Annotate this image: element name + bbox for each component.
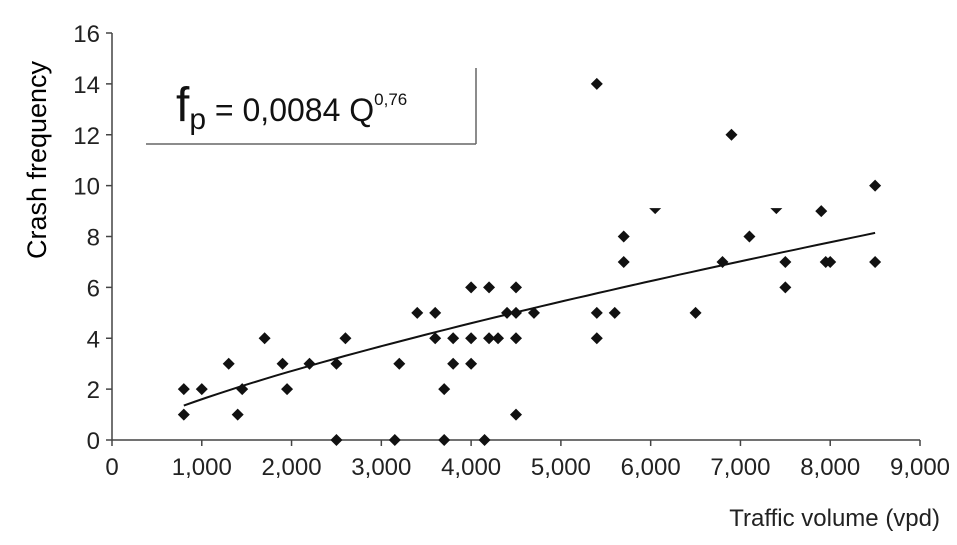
data-point: [339, 332, 352, 345]
data-point: [824, 255, 837, 268]
data-point: [617, 255, 630, 268]
data-point: [590, 77, 603, 90]
data-point: [869, 179, 882, 192]
data-point: [483, 332, 496, 345]
x-axis-title: Traffic volume (vpd): [729, 505, 940, 532]
data-point: [501, 306, 514, 319]
data-point: [590, 306, 603, 319]
data-point: [236, 383, 249, 396]
data-point: [465, 281, 478, 294]
y-tick-label: 8: [87, 225, 100, 252]
x-tick-label: 6,000: [621, 454, 681, 481]
data-point: [411, 306, 424, 319]
data-point: [465, 332, 478, 345]
data-point: [222, 357, 235, 370]
y-tick-label: 12: [73, 123, 100, 150]
y-tick-label: 14: [73, 72, 100, 99]
y-axis-title: Crash frequency: [22, 60, 52, 259]
data-point: [527, 306, 540, 319]
data-point: [281, 383, 294, 396]
data-points: [177, 77, 882, 446]
equation-body: = 0,0084 Q: [206, 92, 374, 128]
y-tick-label: 10: [73, 174, 100, 201]
data-point: [617, 230, 630, 243]
data-point: [303, 357, 316, 370]
equation-exponent: 0,76: [374, 90, 407, 109]
data-point: [388, 434, 401, 446]
data-point: [478, 434, 491, 446]
y-tick-label: 4: [87, 326, 100, 353]
x-tick-label: 2,000: [262, 454, 322, 481]
x-tick-label: 0: [105, 454, 118, 481]
x-tick-label: 9,000: [890, 454, 950, 481]
x-tick-label: 7,000: [710, 454, 770, 481]
data-point: [258, 332, 271, 345]
data-point: [177, 408, 190, 421]
data-point: [590, 332, 603, 345]
data-point: [429, 332, 442, 345]
data-point: [510, 281, 522, 294]
data-point: [779, 281, 792, 294]
y-tick-label: 16: [73, 21, 100, 48]
y-tick-label: 0: [87, 428, 100, 455]
data-point: [429, 306, 442, 319]
data-point: [770, 208, 783, 215]
x-tick-label: 3,000: [351, 454, 411, 481]
equation-text: fp = 0,0084 Q0,76: [176, 79, 407, 136]
data-point: [510, 332, 522, 345]
data-point: [465, 357, 478, 370]
data-point: [689, 306, 702, 319]
data-point: [510, 408, 522, 421]
data-point: [276, 357, 289, 370]
data-point: [779, 255, 792, 268]
data-point: [510, 306, 522, 319]
data-point: [743, 230, 756, 243]
trendline: [183, 231, 876, 407]
x-tick-label: 4,000: [441, 454, 501, 481]
data-point: [815, 205, 828, 218]
equation-f: f: [176, 79, 190, 132]
data-point: [492, 332, 505, 345]
x-tick-label: 5,000: [531, 454, 591, 481]
y-tick-label: 2: [87, 377, 100, 404]
data-point: [483, 281, 496, 294]
equation-box: fp = 0,0084 Q0,76: [146, 68, 477, 145]
data-point: [725, 128, 738, 141]
x-tick-label: 8,000: [800, 454, 860, 481]
data-point: [177, 383, 190, 396]
data-point: [447, 357, 460, 370]
data-point: [716, 255, 729, 268]
data-point: [393, 357, 406, 370]
data-point: [447, 332, 460, 345]
equation-subscript: p: [189, 103, 206, 136]
data-point: [608, 306, 621, 319]
x-ticks: 0 1,000 2,000 3,000 4,000 5,000 6,000 7,000 8,00…: [105, 440, 950, 481]
y-tick-label: 6: [87, 275, 100, 302]
data-point: [330, 434, 343, 446]
data-point: [195, 383, 208, 396]
data-point: [231, 408, 244, 421]
x-tick-label: 1,000: [172, 454, 232, 481]
data-point: [869, 255, 882, 268]
data-point: [438, 383, 451, 396]
data-point: [330, 357, 343, 370]
data-point: [438, 434, 451, 446]
data-point: [649, 208, 662, 215]
y-ticks: 0 2 4 6 8 10 12 14 16: [73, 21, 112, 455]
